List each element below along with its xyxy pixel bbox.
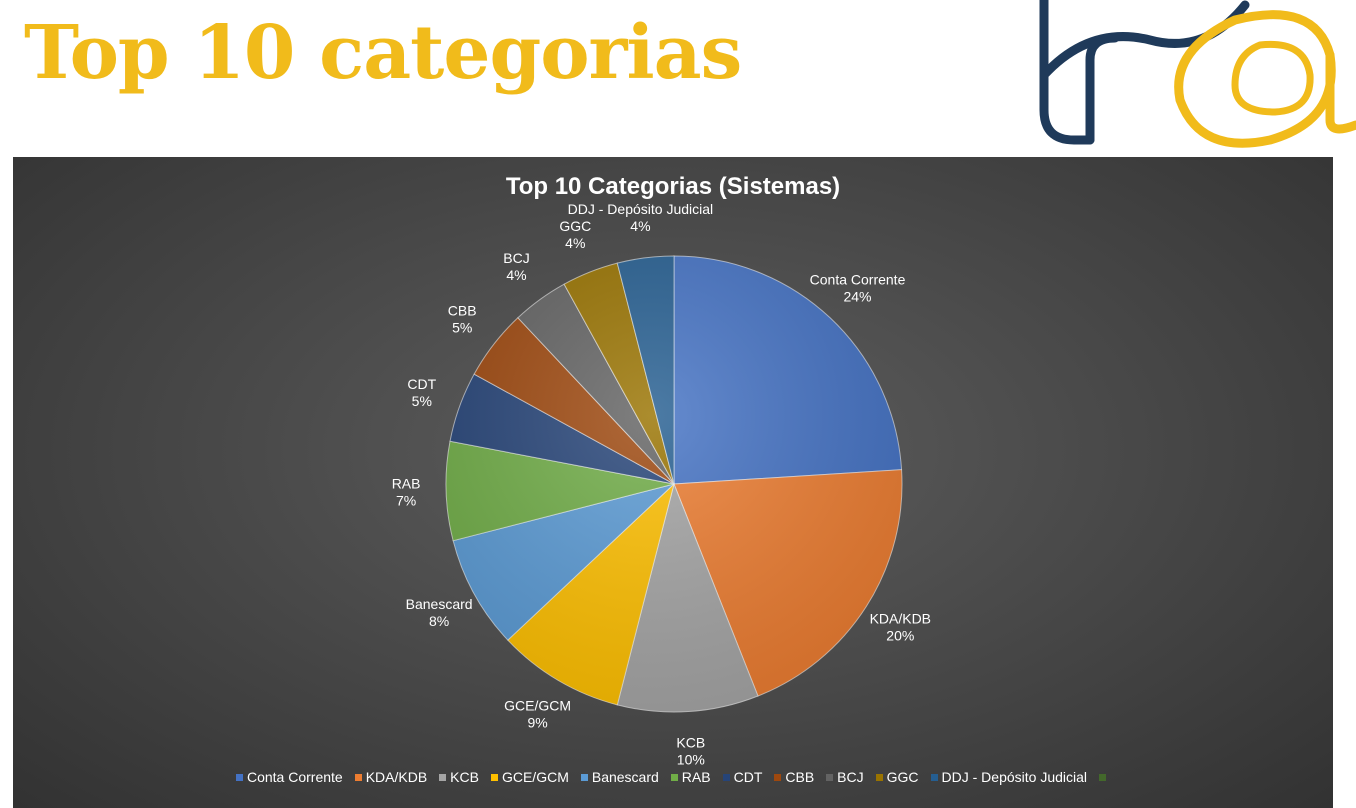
slice-data-label: DDJ - Depósito Judicial 4%: [568, 201, 714, 234]
legend-swatch: [1099, 774, 1107, 781]
legend-item: KCB: [439, 769, 479, 785]
legend-label: GGC: [886, 769, 919, 785]
legend-swatch: [875, 774, 883, 781]
legend-swatch: [670, 774, 678, 781]
legend-swatch: [235, 774, 243, 781]
slice-data-label: CBB 5%: [448, 303, 477, 336]
slice-data-label: GCE/GCM 9%: [504, 698, 571, 731]
legend-item: DDJ - Depósito Judicial: [930, 769, 1088, 785]
logo-navy-curve: [1039, 0, 1250, 80]
legend-item: RAB: [670, 769, 711, 785]
legend-label: Conta Corrente: [246, 769, 343, 785]
logo-gold-inner: [1231, 40, 1314, 116]
legend-item: Conta Corrente: [235, 769, 343, 785]
slice-data-label: BCJ 4%: [503, 250, 529, 283]
legend-item: [1099, 769, 1110, 785]
legend-label: KCB: [450, 769, 479, 785]
legend-item: Banescard: [580, 769, 659, 785]
legend-label: CBB: [785, 769, 815, 785]
slice-data-label: Banescard 8%: [406, 596, 473, 629]
legend-swatch: [580, 774, 588, 781]
legend-label: BCJ: [837, 769, 864, 785]
chart-panel: Top 10 Categorias (Sistemas) Conta Corre…: [13, 157, 1333, 808]
logo-gold-ring: [1174, 10, 1336, 148]
legend-item: GGC: [875, 769, 919, 785]
legend-swatch: [774, 774, 782, 781]
legend-label: DDJ - Depósito Judicial: [941, 769, 1088, 785]
legend-label: GCE/GCM: [501, 769, 569, 785]
legend-label: RAB: [681, 769, 711, 785]
slice-data-label: KCB 10%: [676, 735, 705, 768]
legend-label: Banescard: [591, 769, 659, 785]
slice-data-label: KDA/KDB 20%: [870, 611, 931, 644]
slide-title: Top 10 categorias: [24, 10, 742, 96]
chart-title: Top 10 Categorias (Sistemas): [506, 173, 840, 200]
legend-item: KDA/KDB: [354, 769, 428, 785]
logo-navy-shape: [1039, 0, 1095, 145]
slice-data-label: Conta Corrente 24%: [810, 272, 906, 305]
legend-swatch: [354, 774, 362, 781]
slice-data-label: CDT 5%: [407, 376, 436, 409]
legend-label: CDT: [733, 769, 763, 785]
legend-label: KDA/KDB: [365, 769, 428, 785]
slice-data-label: GGC 4%: [559, 218, 591, 251]
logo-gold-tail: [1325, 50, 1356, 134]
legend-swatch: [826, 774, 834, 781]
legend-item: BCJ: [826, 769, 864, 785]
legend-swatch: [490, 774, 498, 781]
pie-chart: Top 10 Categorias (Sistemas) Conta Corre…: [392, 173, 931, 768]
legend-swatch: [930, 774, 938, 781]
chart-legend: Conta Corrente KDA/KDB KCB GCE/GCM Banescard…: [13, 769, 1333, 785]
legend-swatch: [439, 774, 447, 781]
slice-data-label: RAB 7%: [392, 475, 421, 508]
legend-item: CDT: [722, 769, 763, 785]
logo-navy-bar: [1085, 33, 1120, 145]
legend-swatch: [722, 774, 730, 781]
legend-item: CBB: [774, 769, 814, 785]
legend-item: GCE/GCM: [490, 769, 569, 785]
logo: [1039, 0, 1356, 148]
